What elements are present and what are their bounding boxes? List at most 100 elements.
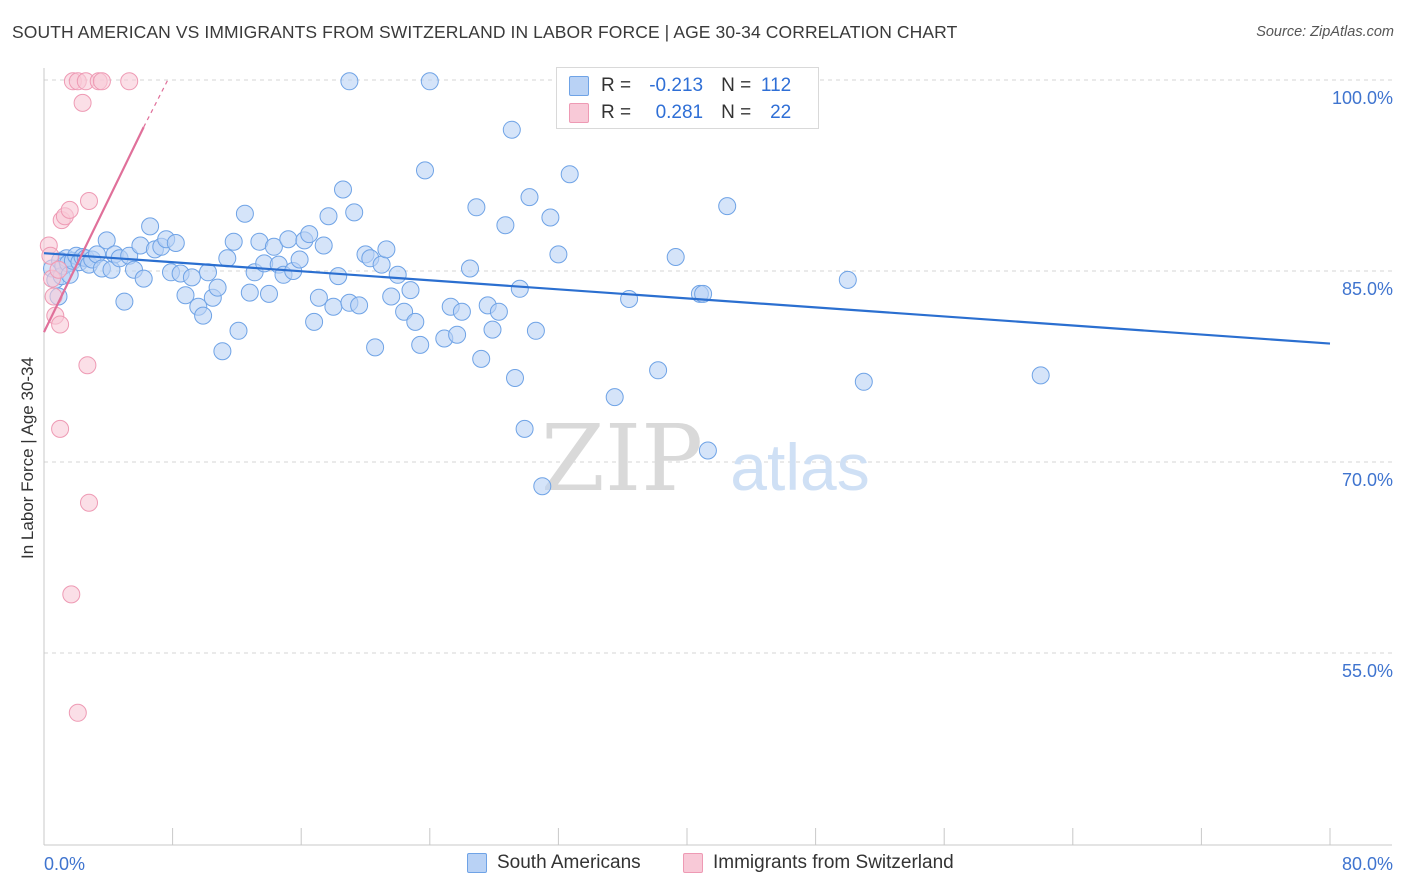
n-label: N = [721,75,752,96]
point-immigrants-switzerland[interactable] [92,72,111,91]
point-south-americans[interactable] [718,197,737,216]
point-south-americans[interactable] [515,419,534,438]
y-tick-label: 55.0% [1342,661,1393,681]
point-south-americans[interactable] [541,208,560,227]
point-immigrants-switzerland[interactable] [49,260,68,279]
point-south-americans[interactable] [166,234,185,252]
x-tick-label: 0.0% [44,854,85,874]
point-south-americans[interactable] [290,250,309,269]
point-south-americans[interactable] [533,477,552,496]
point-south-americans[interactable] [240,283,259,302]
point-south-americans[interactable] [483,320,502,339]
point-immigrants-switzerland[interactable] [68,703,87,722]
point-south-americans[interactable] [560,165,579,184]
point-south-americans[interactable] [698,441,717,460]
point-immigrants-switzerland[interactable] [120,72,139,91]
point-south-americans[interactable] [235,204,254,223]
point-south-americans[interactable] [496,216,515,235]
point-south-americans[interactable] [666,248,685,266]
point-south-americans[interactable] [309,288,328,307]
point-south-americans[interactable] [324,297,343,316]
y-tick-label: 70.0% [1342,470,1393,490]
point-south-americans[interactable] [199,263,217,282]
point-south-americans[interactable] [649,361,668,380]
point-south-americans[interactable] [208,278,227,297]
point-south-americans[interactable] [305,312,324,331]
point-immigrants-switzerland[interactable] [73,93,92,112]
point-south-americans[interactable] [300,225,319,244]
point-south-americans[interactable] [401,281,420,300]
axes [43,68,1392,846]
point-south-americans[interactable] [176,286,195,305]
point-south-americans[interactable] [1031,366,1050,385]
n-value: 22 [770,102,792,123]
x-tick-label: 80.0% [1342,854,1393,874]
r-label: R = [601,75,632,96]
point-immigrants-switzerland[interactable] [60,200,79,219]
point-south-americans[interactable] [605,388,624,407]
tick-labels: 55.0% 70.0% 85.0% 100.0% 0.0% 80.0% [44,88,1393,874]
point-south-americans[interactable] [502,120,521,139]
n-value: 112 [760,75,792,96]
point-south-americans[interactable] [406,312,425,331]
point-south-americans[interactable] [420,72,439,91]
point-south-americans[interactable] [510,279,529,298]
legend-item-south-americans[interactable]: South Americans [467,852,641,874]
point-south-americans[interactable] [213,342,232,361]
point-south-americans[interactable] [97,231,116,250]
point-south-americans[interactable] [260,284,278,303]
point-south-americans[interactable] [388,265,407,284]
point-south-americans[interactable] [218,249,237,268]
r-value: -0.213 [649,75,704,96]
point-south-americans[interactable] [345,203,364,222]
trend-line-extension [143,79,169,128]
source-label: Source: ZipAtlas.com [1256,24,1394,40]
series-south-americans [43,72,1050,496]
point-south-americans[interactable] [329,267,348,286]
point-south-americans[interactable] [340,72,359,91]
point-immigrants-switzerland[interactable] [80,192,98,210]
point-immigrants-switzerland[interactable] [51,315,70,334]
stats-legend: R = -0.213 N = 112 R = 0.281 N = 22 [556,67,819,129]
point-south-americans[interactable] [526,321,545,340]
point-south-americans[interactable] [411,335,430,354]
point-south-americans[interactable] [448,325,467,344]
point-south-americans[interactable] [350,296,369,315]
point-south-americans[interactable] [229,321,248,340]
point-south-americans[interactable] [141,217,160,236]
r-label: R = [601,102,632,123]
point-south-americans[interactable] [506,369,524,387]
point-south-americans[interactable] [264,237,283,256]
point-south-americans[interactable] [314,236,333,255]
legend-item-immigrants-switzerland[interactable]: Immigrants from Switzerland [683,852,954,874]
point-south-americans[interactable] [489,302,508,321]
point-immigrants-switzerland[interactable] [41,246,60,265]
point-south-americans[interactable] [194,306,213,325]
point-immigrants-switzerland[interactable] [62,585,81,604]
point-south-americans[interactable] [549,245,568,264]
point-south-americans[interactable] [366,338,385,357]
point-south-americans[interactable] [279,230,298,249]
point-south-americans[interactable] [319,207,338,226]
point-south-americans[interactable] [224,232,243,251]
point-south-americans[interactable] [334,180,352,199]
chart-title: SOUTH AMERICAN VS IMMIGRANTS FROM SWITZE… [12,22,958,42]
point-immigrants-switzerland[interactable] [51,419,70,438]
point-south-americans[interactable] [395,302,414,321]
point-south-americans[interactable] [472,349,491,368]
point-south-americans[interactable] [372,255,391,274]
point-south-americans[interactable] [134,269,153,288]
point-south-americans[interactable] [377,240,396,259]
point-south-americans[interactable] [416,161,434,180]
point-south-americans[interactable] [467,198,486,217]
point-south-americans[interactable] [854,372,873,391]
point-south-americans[interactable] [452,302,471,321]
point-south-americans[interactable] [115,292,134,311]
point-south-americans[interactable] [182,268,201,287]
point-south-americans[interactable] [382,287,401,306]
point-south-americans[interactable] [461,259,479,278]
point-immigrants-switzerland[interactable] [78,356,97,375]
point-immigrants-switzerland[interactable] [80,493,98,512]
point-south-americans[interactable] [838,270,857,289]
point-south-americans[interactable] [520,188,539,207]
